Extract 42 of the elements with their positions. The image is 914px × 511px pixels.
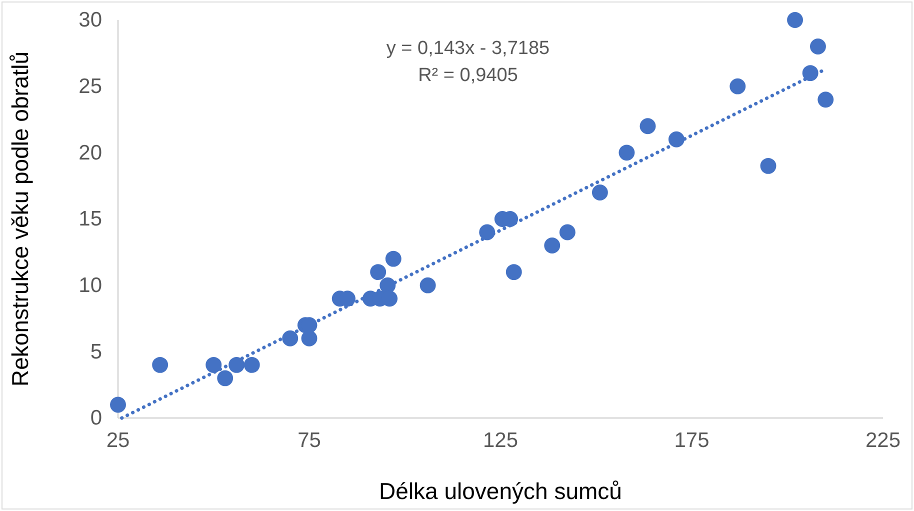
y-tick-label: 25	[78, 75, 102, 98]
point	[420, 277, 436, 294]
point	[618, 144, 635, 161]
point	[228, 356, 245, 373]
point	[818, 92, 834, 108]
point	[385, 250, 402, 267]
x-tick-label: 25	[106, 428, 130, 452]
y-tick-label: 10	[78, 274, 102, 298]
x-tick-label: 225	[865, 428, 901, 452]
y-axis-title: Rekonstrukce věku podle obratlů	[7, 52, 33, 386]
y-tick-label: 15	[78, 208, 102, 231]
point	[110, 396, 126, 413]
point	[282, 330, 298, 346]
point	[668, 131, 684, 148]
y-tick-label: 5	[90, 340, 102, 364]
point	[730, 78, 746, 94]
point	[152, 356, 168, 373]
point	[206, 356, 222, 373]
point	[544, 238, 560, 254]
point	[592, 184, 608, 200]
point	[301, 330, 318, 346]
x-tick-label: 125	[482, 428, 518, 452]
point	[370, 264, 386, 280]
y-tick-label: 0	[90, 406, 102, 430]
annotation: R² = 0,9405	[418, 65, 518, 86]
point	[787, 12, 804, 28]
point	[802, 65, 818, 82]
point	[760, 158, 776, 174]
point	[810, 38, 826, 54]
y-tick-label: 30	[78, 8, 102, 32]
annotation: y = 0,143x - 3,7185	[386, 38, 550, 59]
point	[244, 356, 260, 373]
point	[380, 277, 396, 294]
point	[640, 118, 656, 134]
x-axis-title: Délka ulovených sumců	[379, 478, 622, 504]
y-tick-label: 20	[78, 141, 102, 164]
x-tick-label: 175	[674, 428, 710, 452]
point	[217, 370, 234, 386]
x-tick-label: 75	[298, 428, 321, 452]
point	[479, 224, 496, 240]
point	[506, 264, 522, 280]
point	[559, 224, 576, 240]
